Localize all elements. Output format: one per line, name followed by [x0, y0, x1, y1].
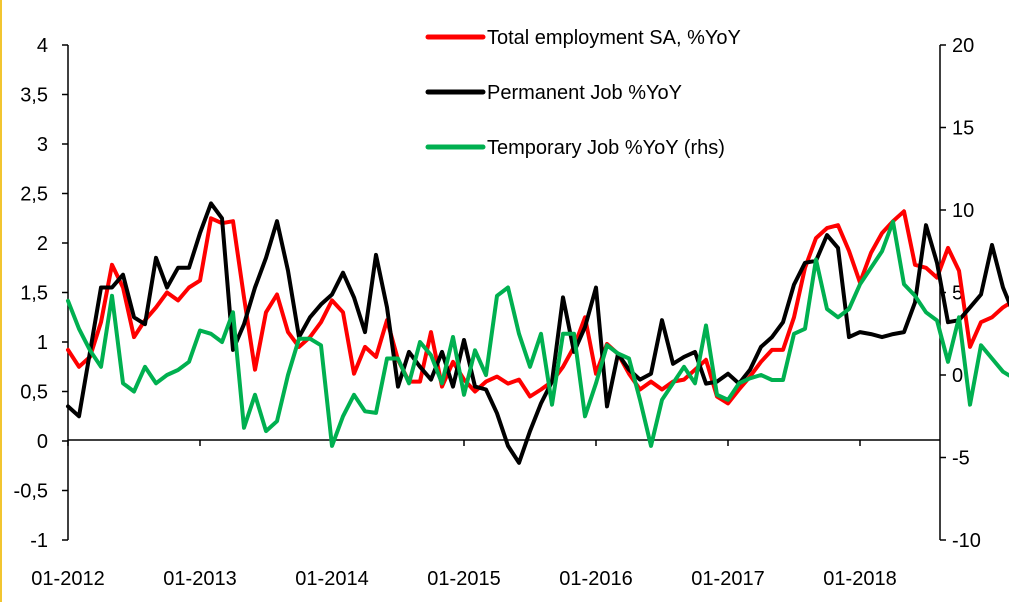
y-left-tick-label: -1	[30, 530, 48, 552]
y-right-tick-label: 10	[952, 200, 974, 222]
y-left-tick-label: 2,5	[20, 184, 48, 206]
y-left-tick-label: 0,5	[20, 382, 48, 404]
left-edge-accent	[0, 0, 2, 602]
y-right-tick-label: 5	[952, 283, 963, 305]
legend-label-1: Total employment SA, %YoY	[487, 27, 741, 49]
series-line-2	[66, 201, 1009, 465]
y-left-tick-label: -0,5	[14, 481, 48, 503]
y-left-tick-label: 3	[37, 134, 48, 156]
y-right-tick-label: -5	[952, 448, 970, 470]
y-right-tick-label: -10	[952, 530, 981, 552]
series-line-1	[66, 209, 1009, 406]
y-left-tick-label: 1	[37, 332, 48, 354]
y-left-tick-label: 3,5	[20, 85, 48, 107]
x-tick-label: 01-2012	[31, 568, 104, 590]
y-right-tick-label: 15	[952, 118, 974, 140]
legend-label-2: Permanent Job %YoY	[487, 82, 682, 104]
x-tick-label: 01-2017	[691, 568, 764, 590]
chart-axes: -1 -0,5 0 0,5 1 1,5 2 2,5 3 3,5 4 -10 -5 0 5 10 15 20 01-2…	[14, 35, 981, 590]
y-left-tick-label: 0	[37, 431, 48, 453]
y-left-tick-label: 1,5	[20, 283, 48, 305]
y-left-tick-label: 4	[37, 35, 48, 57]
y-right-tick-label: 20	[952, 35, 974, 57]
x-tick-label: 01-2016	[559, 568, 632, 590]
series-lines	[66, 201, 1009, 465]
y-left-tick-label: 2	[37, 233, 48, 255]
x-tick-label: 01-2018	[823, 568, 896, 590]
x-tick-label: 01-2013	[163, 568, 236, 590]
x-tick-label: 01-2014	[295, 568, 368, 590]
legend-label-3: Temporary Job %YoY (rhs)	[487, 137, 725, 159]
y-right-tick-label: 0	[952, 365, 963, 387]
series-line-3	[66, 219, 1009, 448]
chart-legend: Total employment SA, %YoY Permanent Job %…	[425, 27, 741, 159]
x-tick-label: 01-2015	[427, 568, 500, 590]
